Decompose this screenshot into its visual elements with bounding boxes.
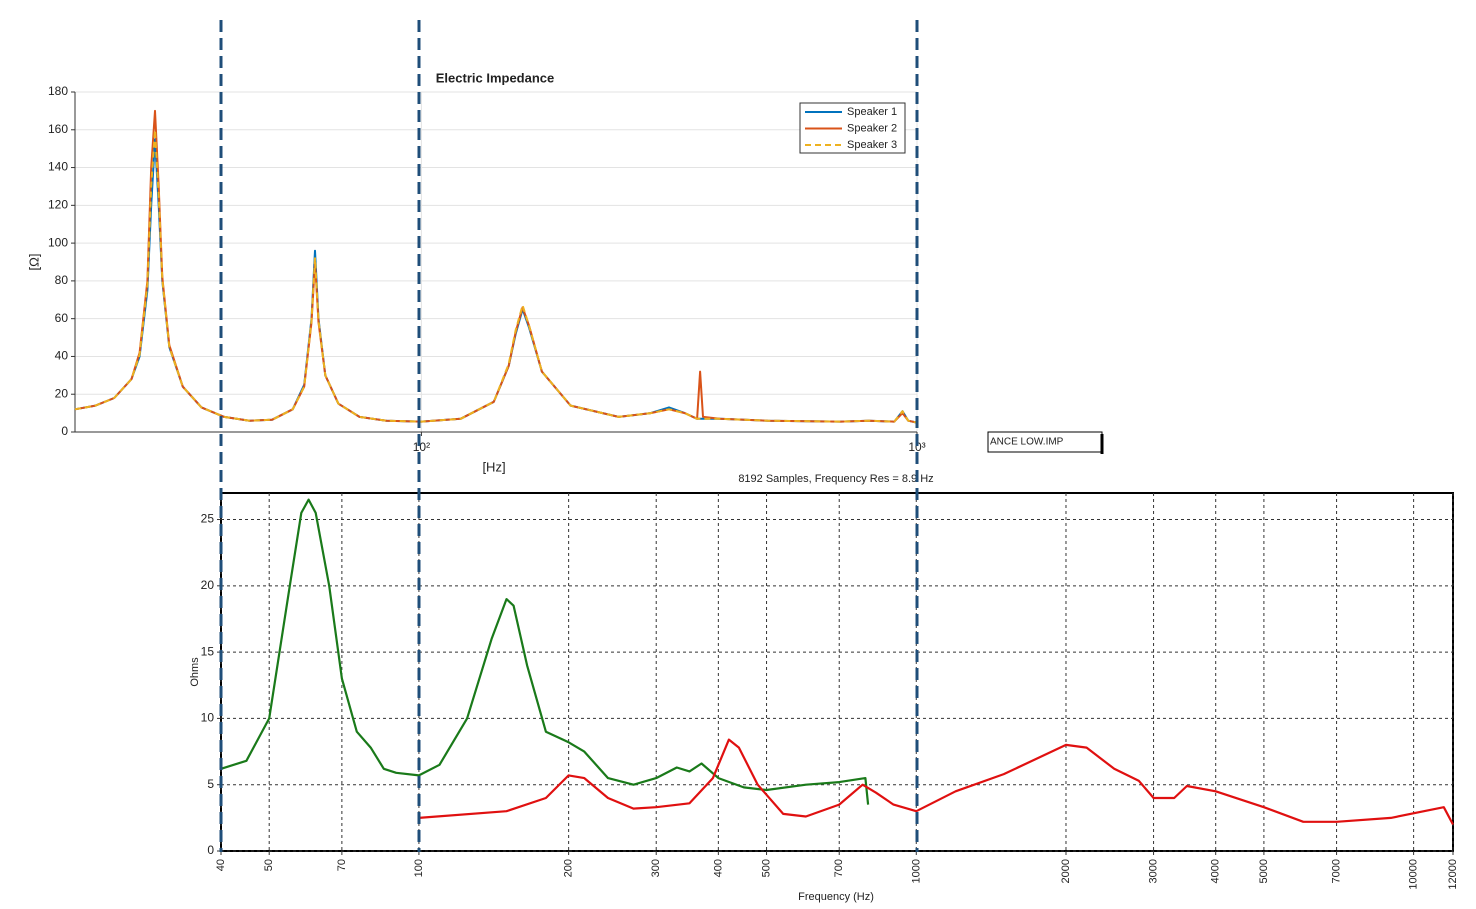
x-tick-label: 40 <box>215 859 227 871</box>
y-tick-label: 120 <box>48 198 68 212</box>
x-tick-label: 7000 <box>1331 859 1343 883</box>
x-tick-label: 4000 <box>1210 859 1222 883</box>
x-tick-label: 400 <box>712 859 724 877</box>
x-tick-label: 50 <box>263 859 275 871</box>
plot-area <box>75 92 917 432</box>
x-tick-label: 10² <box>413 440 430 454</box>
y-tick-label: 140 <box>48 160 68 174</box>
x-axis-label: [Hz] <box>482 459 505 474</box>
legend: Speaker 1 Speaker 2 Speaker 3 <box>799 102 906 154</box>
y-tick-label: 20 <box>55 386 69 400</box>
x-tick-label: 200 <box>563 859 575 877</box>
y-tick-label: 25 <box>201 512 215 526</box>
chart: 0 20 40 60 80 100 120 140 160 180 10² 10³ Electric I… <box>26 70 925 474</box>
chart: 0 5 10 15 20 25 40 50 70 100 200 300 400 500 700 1000 20… <box>189 473 1459 903</box>
x-tick-label: 10³ <box>908 440 925 454</box>
y-tick-label: 60 <box>55 311 69 325</box>
x-tick-label: 2000 <box>1060 859 1072 883</box>
legend-label: Speaker 2 <box>847 122 897 134</box>
y-tick-label: 5 <box>207 777 214 791</box>
x-tick-label: 700 <box>833 859 845 877</box>
y-tick-label: 180 <box>48 84 68 98</box>
series-line <box>418 738 1454 826</box>
y-tick-label: 0 <box>207 843 214 857</box>
chart-title: Electric Impedance <box>436 70 555 85</box>
y-tick-label: 0 <box>61 424 68 438</box>
y-tick-label: 20 <box>201 578 215 592</box>
y-tick-label: 100 <box>48 235 68 249</box>
x-tick-label: 70 <box>336 859 348 871</box>
x-tick-label: 100 <box>413 859 425 877</box>
y-axis-label: Ohms <box>189 657 201 687</box>
plot-area <box>220 492 1454 852</box>
y-tick-label: 160 <box>48 122 68 136</box>
x-tick-label: 300 <box>650 859 662 877</box>
legend-label: Speaker 3 <box>847 139 897 151</box>
y-tick-label: 10 <box>201 711 215 725</box>
x-tick-label: 5000 <box>1258 859 1270 883</box>
series-line <box>220 498 870 805</box>
x-tick-label: 12000 <box>1447 859 1459 890</box>
y-axis-label: [Ω] <box>26 254 41 271</box>
file-label: ANCE LOW.IMP <box>990 437 1064 448</box>
x-tick-label: 10000 <box>1408 859 1420 890</box>
x-tick-label: 500 <box>761 859 773 877</box>
legend-label: Speaker 1 <box>847 106 897 118</box>
x-tick-label: 1000 <box>910 859 922 883</box>
y-tick-label: 40 <box>55 349 69 363</box>
x-tick-label: 3000 <box>1148 859 1160 883</box>
y-tick-label: 80 <box>55 273 69 287</box>
y-tick-label: 15 <box>201 644 215 658</box>
series-line <box>74 128 918 424</box>
chart-title: 8192 Samples, Frequency Res = 8.9 Hz <box>738 473 933 485</box>
x-axis-label: Frequency (Hz) <box>798 891 874 903</box>
